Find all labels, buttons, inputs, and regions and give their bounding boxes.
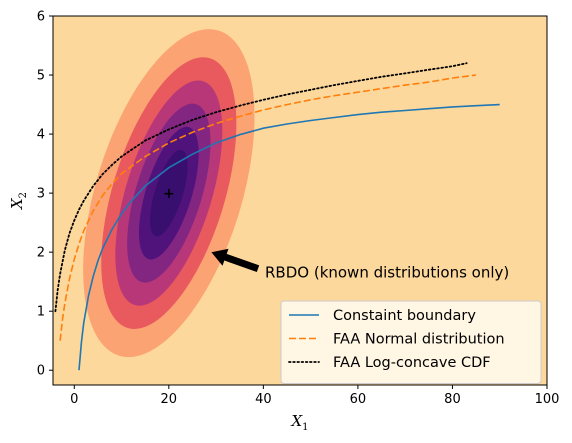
contour-level-6 bbox=[150, 149, 188, 237]
y-tick-label: 0 bbox=[37, 364, 45, 379]
x-tick-label: 40 bbox=[255, 392, 272, 407]
annotation-arrow bbox=[211, 248, 260, 272]
series-line-2 bbox=[59, 74, 477, 341]
legend-label-1: Constaint boundary bbox=[333, 308, 476, 324]
annotation-text: RBDO (known distributions only) bbox=[265, 264, 509, 282]
x-tick-label: 0 bbox=[70, 392, 78, 407]
x-axis-label: X1 bbox=[290, 412, 308, 433]
legend-label-2: FAA Normal distribution bbox=[333, 332, 505, 348]
series-lines bbox=[54, 62, 500, 371]
legend-label-3: FAA Log-concave CDF bbox=[333, 355, 491, 371]
y-tick-label: 4 bbox=[37, 128, 45, 143]
annotation: RBDO (known distributions only) bbox=[211, 248, 509, 282]
y-tick-label: 2 bbox=[37, 246, 45, 261]
x-tick-label: 60 bbox=[350, 392, 367, 407]
x-tick-label: 100 bbox=[535, 392, 560, 407]
y-axis-label: X2 bbox=[8, 192, 29, 210]
x-tick-label: 20 bbox=[161, 392, 178, 407]
x-axis-ticks: 0 20 40 60 80 100 bbox=[70, 385, 559, 407]
series-line-3 bbox=[54, 62, 468, 313]
plot-frame bbox=[52, 15, 548, 386]
distribution-center-marker: + bbox=[163, 186, 175, 202]
y-tick-label: 6 bbox=[37, 10, 45, 25]
series-line-1 bbox=[78, 103, 500, 371]
y-axis-ticks: 0 1 2 3 4 5 6 bbox=[37, 10, 53, 379]
legend: Constaint boundary FAA Normal distributio… bbox=[280, 300, 542, 384]
y-tick-label: 1 bbox=[37, 305, 45, 320]
y-tick-label: 3 bbox=[37, 187, 45, 202]
x-tick-label: 80 bbox=[444, 392, 461, 407]
y-tick-label: 5 bbox=[37, 69, 45, 84]
legend-box bbox=[280, 300, 542, 384]
probability-contours bbox=[83, 29, 255, 358]
